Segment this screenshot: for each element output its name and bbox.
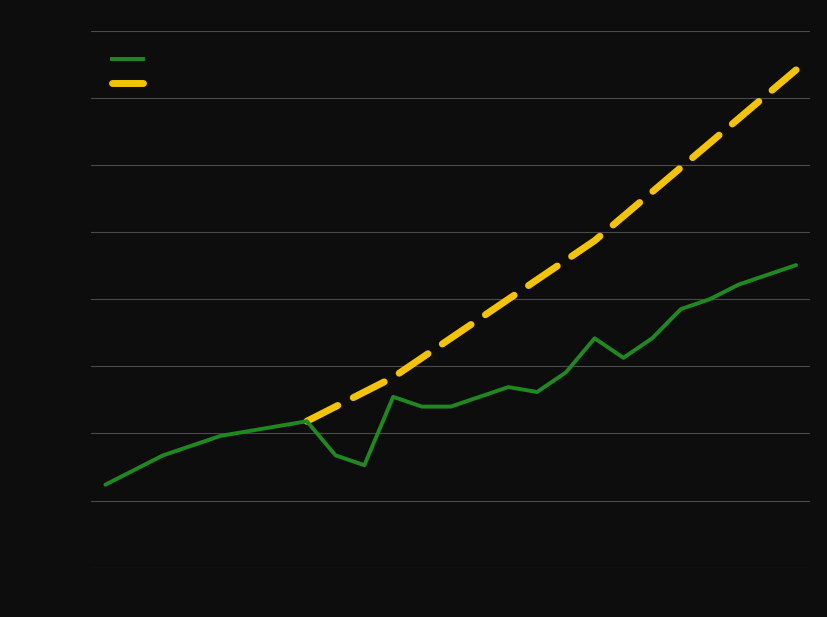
Legend: Retail sales, Pre-pandemic trend: Retail sales, Pre-pandemic trend (112, 54, 287, 91)
